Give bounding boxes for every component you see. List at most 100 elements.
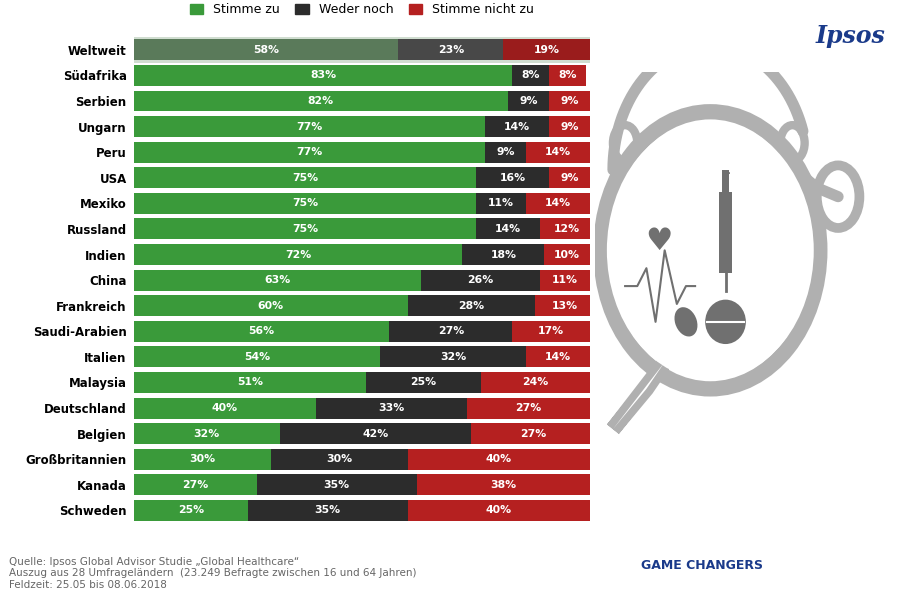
Bar xyxy=(398,39,503,60)
Polygon shape xyxy=(613,362,665,429)
Bar xyxy=(513,321,590,342)
Text: 14%: 14% xyxy=(504,122,530,132)
Text: 54%: 54% xyxy=(243,352,270,362)
Text: 32%: 32% xyxy=(440,352,467,362)
Bar xyxy=(476,193,526,214)
Text: 28%: 28% xyxy=(458,301,484,311)
Text: 83%: 83% xyxy=(310,70,337,80)
Bar xyxy=(134,142,485,163)
Text: GAME CHANGERS: GAME CHANGERS xyxy=(641,559,762,572)
Bar xyxy=(270,449,408,470)
Text: 9%: 9% xyxy=(496,147,514,157)
Text: 24%: 24% xyxy=(522,377,549,387)
Bar xyxy=(462,244,544,265)
Bar xyxy=(134,346,380,367)
Bar xyxy=(134,193,476,214)
Bar xyxy=(476,219,540,240)
Bar xyxy=(408,500,590,521)
Text: 58%: 58% xyxy=(253,45,279,55)
Bar xyxy=(536,295,595,316)
Bar xyxy=(134,219,476,240)
Bar xyxy=(513,65,549,86)
Text: 14%: 14% xyxy=(545,352,572,362)
Bar xyxy=(134,500,248,521)
Text: 8%: 8% xyxy=(558,70,576,80)
Bar xyxy=(134,321,389,342)
Text: 82%: 82% xyxy=(308,96,334,106)
Text: 11%: 11% xyxy=(488,198,514,209)
Text: 14%: 14% xyxy=(495,224,521,234)
Bar xyxy=(134,37,590,63)
Bar xyxy=(257,474,417,495)
Bar xyxy=(134,372,366,393)
Bar xyxy=(408,449,590,470)
Text: Quelle: Ipsos Global Advisor Studie „Global Healthcare“
Auszug aus 28 Umfragelän: Quelle: Ipsos Global Advisor Studie „Glo… xyxy=(9,557,417,590)
Bar xyxy=(549,116,590,137)
Bar xyxy=(134,116,485,137)
Text: 30%: 30% xyxy=(189,454,215,464)
Bar xyxy=(417,474,590,495)
Text: 75%: 75% xyxy=(291,173,318,183)
Bar xyxy=(134,167,476,188)
Bar xyxy=(134,474,257,495)
Text: 77%: 77% xyxy=(296,122,323,132)
Bar xyxy=(508,91,549,111)
Bar xyxy=(540,219,595,240)
Text: 40%: 40% xyxy=(486,505,512,516)
Bar xyxy=(526,193,590,214)
Text: 23%: 23% xyxy=(438,45,464,55)
Text: 12%: 12% xyxy=(554,224,580,234)
Bar xyxy=(134,65,513,86)
Bar xyxy=(408,295,536,316)
Text: 72%: 72% xyxy=(285,250,311,259)
Bar xyxy=(526,346,590,367)
Bar xyxy=(549,65,585,86)
Text: ♥: ♥ xyxy=(644,227,672,256)
Text: 77%: 77% xyxy=(296,147,323,157)
Bar xyxy=(526,142,590,163)
Bar xyxy=(134,449,270,470)
Text: 42%: 42% xyxy=(362,429,389,439)
Bar xyxy=(549,167,590,188)
Text: 51%: 51% xyxy=(237,377,263,387)
Text: 9%: 9% xyxy=(561,173,579,183)
Text: 19%: 19% xyxy=(534,45,560,55)
Legend: Stimme zu, Weder noch, Stimme nicht zu: Stimme zu, Weder noch, Stimme nicht zu xyxy=(184,0,539,21)
Bar xyxy=(485,116,549,137)
Bar xyxy=(134,39,398,60)
Bar xyxy=(134,398,316,418)
Text: ●: ● xyxy=(859,550,869,562)
Bar xyxy=(421,269,540,291)
Bar xyxy=(471,423,595,444)
Text: 32%: 32% xyxy=(194,429,219,439)
Text: 14%: 14% xyxy=(545,147,572,157)
Bar xyxy=(134,269,421,291)
Text: 9%: 9% xyxy=(561,122,579,132)
Bar xyxy=(476,167,549,188)
Text: 10%: 10% xyxy=(554,250,580,259)
Bar xyxy=(134,91,508,111)
Bar xyxy=(540,269,590,291)
Text: 63%: 63% xyxy=(265,275,290,285)
Text: 27%: 27% xyxy=(438,326,464,336)
Bar xyxy=(503,39,590,60)
Text: 13%: 13% xyxy=(552,301,578,311)
Text: 35%: 35% xyxy=(314,505,341,516)
Bar xyxy=(380,346,526,367)
Text: 40%: 40% xyxy=(212,403,238,413)
Bar xyxy=(389,321,513,342)
Text: 26%: 26% xyxy=(467,275,493,285)
Text: 75%: 75% xyxy=(291,198,318,209)
Text: 56%: 56% xyxy=(248,326,275,336)
Text: 8%: 8% xyxy=(522,70,540,80)
Ellipse shape xyxy=(607,120,814,380)
Text: 60%: 60% xyxy=(257,301,284,311)
Bar xyxy=(134,423,279,444)
Bar xyxy=(480,372,590,393)
Bar xyxy=(248,500,408,521)
Text: 9%: 9% xyxy=(519,96,538,106)
Text: 35%: 35% xyxy=(324,480,349,490)
Bar xyxy=(279,423,471,444)
Text: 25%: 25% xyxy=(410,377,436,387)
Text: 11%: 11% xyxy=(552,275,578,285)
